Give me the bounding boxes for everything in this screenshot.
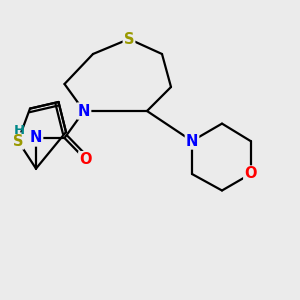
- Text: N: N: [186, 134, 198, 148]
- Text: S: S: [124, 32, 134, 46]
- Text: N: N: [30, 130, 42, 146]
- Text: O: O: [79, 152, 92, 167]
- Text: N: N: [78, 103, 90, 118]
- Text: O: O: [244, 167, 257, 182]
- Text: H: H: [14, 124, 25, 137]
- Text: S: S: [13, 134, 23, 148]
